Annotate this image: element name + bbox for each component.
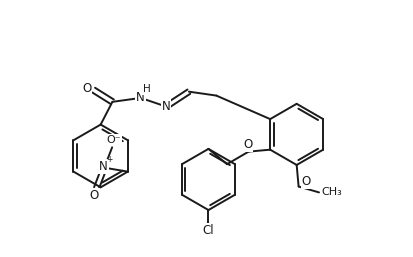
Text: O: O (243, 138, 252, 151)
Text: H: H (142, 84, 150, 94)
Text: CH₃: CH₃ (321, 187, 342, 197)
Text: O: O (90, 189, 99, 202)
Text: O⁻: O⁻ (107, 135, 121, 145)
Text: O: O (82, 82, 91, 95)
Text: O: O (302, 175, 311, 188)
Text: N: N (136, 91, 145, 104)
Text: N: N (99, 160, 108, 173)
Text: +: + (106, 154, 113, 163)
Text: N: N (162, 100, 171, 113)
Text: Cl: Cl (203, 224, 214, 237)
